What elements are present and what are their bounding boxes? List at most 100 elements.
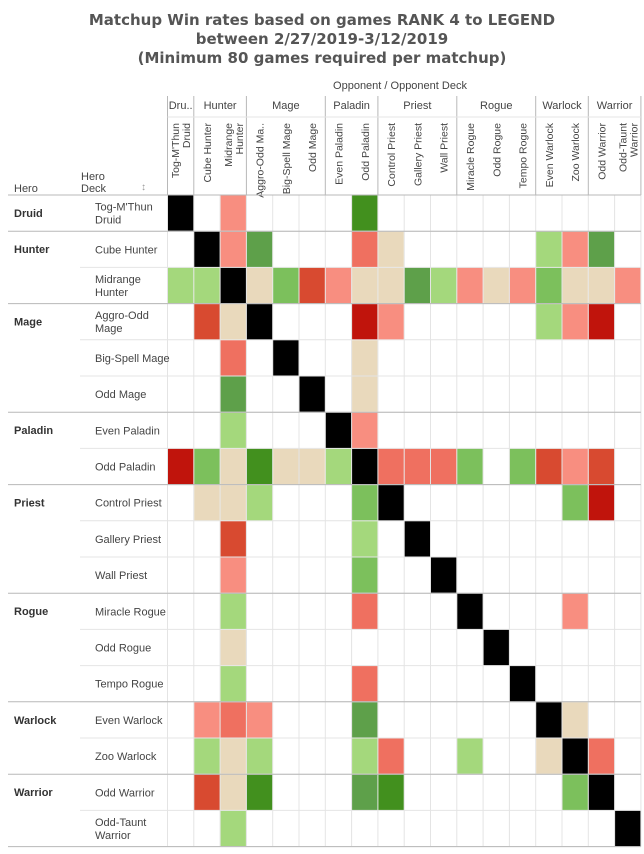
heatmap-cell <box>194 738 220 774</box>
heatmap-cell <box>220 448 246 485</box>
row-label: Odd Warrior <box>95 787 155 799</box>
heatmap-cell <box>352 593 378 629</box>
heatmap-cell <box>220 340 246 376</box>
heatmap-cell <box>483 267 509 304</box>
heatmap-cell <box>352 521 378 557</box>
heatmap-cell <box>588 738 615 774</box>
heatmap-cell <box>378 231 404 267</box>
column-label: Control Priest <box>386 123 398 187</box>
heatmap-cell <box>588 774 615 810</box>
row-group-label: Paladin <box>14 425 53 437</box>
row-label: Control Priest <box>95 498 162 510</box>
column-label: MidrangeHunter <box>223 122 246 166</box>
heatmap-cell <box>220 738 246 774</box>
column-label: Even Warlock <box>544 122 556 187</box>
heatmap-cell <box>536 448 562 485</box>
column-label: Odd Rogue <box>491 123 503 177</box>
heatmap-cell <box>352 195 378 231</box>
heatmap-cell <box>168 195 194 231</box>
heatmap-cell <box>299 448 325 485</box>
heatmap-cell <box>273 267 299 304</box>
heatmap-cell <box>536 738 562 774</box>
column-label: Aggro-Odd Ma.. <box>255 123 267 198</box>
heatmap-cell <box>194 304 220 340</box>
row-label: Zoo Warlock <box>95 751 157 763</box>
row-label: Even Paladin <box>95 425 160 437</box>
chart-title-line-3: (Minimum 80 games required per matchup) <box>137 49 507 67</box>
heatmap-cell <box>378 485 404 521</box>
heatmap-cell <box>352 231 378 267</box>
column-label: Zoo Warlock <box>570 122 582 181</box>
row-label: Even Warlock <box>95 715 163 727</box>
heatmap-cell <box>562 738 588 774</box>
heatmap-cell <box>562 593 588 629</box>
row-label: Big-Spell Mage <box>95 353 170 365</box>
heatmap-cell <box>246 448 273 485</box>
row-header-deck: Hero Deck <box>81 171 107 195</box>
row-group-label: Warlock <box>14 715 57 727</box>
heatmap-cell <box>562 448 588 485</box>
column-class-label: Hunter <box>204 100 237 112</box>
row-label: Cube Hunter <box>95 244 158 256</box>
heatmap-cell <box>352 702 378 738</box>
column-label: Odd Mage <box>307 123 319 172</box>
heatmap-cell <box>536 304 562 340</box>
heatmap-cell <box>299 376 325 412</box>
heatmap-cell <box>431 448 457 485</box>
heatmap-cell <box>588 304 615 340</box>
heatmap-cell <box>299 267 325 304</box>
heatmap-cell <box>168 448 194 485</box>
heatmap-cell <box>509 267 536 304</box>
row-label: Wall Priest <box>95 570 147 582</box>
heatmap-cell <box>220 593 246 629</box>
heatmap-cell <box>378 774 404 810</box>
heatmap-cell <box>220 666 246 702</box>
heatmap-cell <box>168 267 194 304</box>
heatmap-cell <box>536 231 562 267</box>
heatmap-cell <box>220 629 246 666</box>
heatmap-cell <box>352 304 378 340</box>
heatmap-cell <box>352 666 378 702</box>
sort-icon: ↕ <box>141 182 146 193</box>
heatmap-cell <box>378 448 404 485</box>
heatmap-cell <box>246 304 273 340</box>
heatmap-cell <box>562 774 588 810</box>
heatmap-cell <box>615 267 641 304</box>
heatmap-cell <box>562 304 588 340</box>
column-class-label: Priest <box>403 100 431 112</box>
row-label: Midrange Hunter <box>95 274 141 299</box>
heatmap-cell <box>220 810 246 847</box>
column-label: Big-Spell Mage <box>281 123 293 194</box>
heatmap-cell <box>378 267 404 304</box>
heatmap-cell <box>483 629 509 666</box>
row-header-hero: Hero <box>14 183 38 195</box>
heatmap-cell <box>220 774 246 810</box>
column-class-label: Warrior <box>597 100 633 112</box>
heatmap-cell <box>220 304 246 340</box>
heatmap-cell <box>404 267 430 304</box>
heatmap-cell <box>509 666 536 702</box>
column-class-label: Warlock <box>542 100 582 112</box>
heatmap-cell <box>352 774 378 810</box>
row-group-label: Druid <box>14 208 43 220</box>
column-label: Tempo Rogue <box>518 123 530 189</box>
heatmap-cell <box>457 267 483 304</box>
heatmap-cell <box>404 521 430 557</box>
chart-title-line-2: between 2/27/2019-3/12/2019 <box>195 30 449 48</box>
heatmap-cell <box>588 485 615 521</box>
heatmap-cell <box>246 702 273 738</box>
chart-title: Matchup Win rates based on games RANK 4 … <box>0 11 644 68</box>
row-label: Odd Mage <box>95 389 146 401</box>
heatmap-cell <box>194 774 220 810</box>
heatmap-cell <box>220 521 246 557</box>
column-class-label: Rogue <box>480 100 512 112</box>
heatmap-cell <box>352 557 378 593</box>
row-label: Gallery Priest <box>95 534 161 546</box>
column-label: Odd Warrior <box>596 123 608 180</box>
heatmap-cell <box>457 593 483 629</box>
heatmap-cell <box>352 738 378 774</box>
column-label: Odd-TauntWarrior <box>617 123 640 173</box>
heatmap-cell <box>352 340 378 376</box>
heatmap-cell <box>194 448 220 485</box>
